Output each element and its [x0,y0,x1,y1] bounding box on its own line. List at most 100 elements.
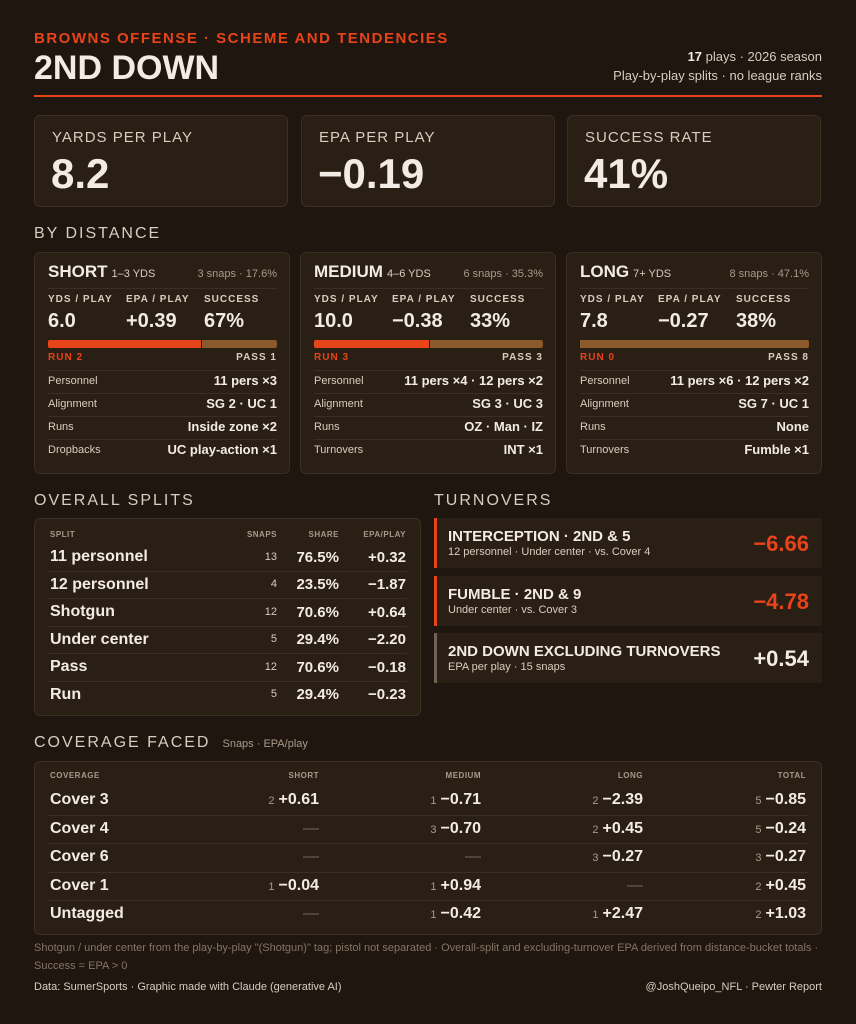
footer-right: @JoshQueipo_NFL · Pewter Report [645,980,822,993]
stat-label: YDS / PLAY [48,294,113,305]
cell-epa: −0.24 [765,819,806,837]
separator [48,570,407,572]
coverage-heading: COVERAGE FACED Snaps · EPA/play [34,732,308,755]
pass-bar [580,340,809,348]
cell-empty: — [627,876,643,894]
run-label: RUN 2 [48,352,84,363]
plays-count: 17 [687,49,703,64]
run-label: RUN 3 [314,352,350,363]
turnover-value: −6.66 [753,530,809,556]
coverage-cell: 2 +0.45 [306,875,806,898]
coverage-cell: 2 +0.45 [143,818,643,841]
kpi-card [567,115,821,207]
bucket-heading: SHORT 1–3 YDS [48,260,155,286]
coverage-name: Cover 6 [50,848,109,865]
split-epa: −0.18 [368,658,406,676]
cell-empty: — [465,848,481,865]
separator [580,393,809,394]
cell-snaps: 3 [430,823,437,836]
cell-epa: −0.04 [278,876,319,894]
separator [48,900,808,901]
row-value: SG 3 · UC 3 [472,396,543,411]
cell-snaps: 3 [755,852,762,864]
kpi-label: SUCCESS RATE [585,128,713,146]
separator [580,416,809,417]
stat-value: 67% [204,310,245,332]
kpi-card [301,115,555,207]
cell-snaps: 1 [430,795,437,807]
split-snaps: 12 [264,605,277,618]
column-header: SHARE [308,529,339,539]
split-name: 12 personnel [50,575,149,593]
coverage-cell: — [0,903,319,925]
row-value: 11 pers ×4 · 12 pers ×2 [404,373,543,388]
split-name: 11 personnel [50,548,148,565]
kpi-card [34,115,288,207]
coverage-cell: 2 −2.39 [143,789,643,812]
distance-card [300,252,556,474]
bucket-range: 4–6 YDS [386,268,431,280]
stat-label: SUCCESS [204,294,260,305]
cell-epa: −2.39 [602,791,643,808]
stat-value: 6.0 [48,310,76,332]
cell-empty: — [303,819,319,837]
split-share: 29.4% [296,631,339,648]
stat-label: SUCCESS [470,294,526,305]
cell-snaps: 1 [592,909,599,921]
pass-label: PASS 8 [768,352,809,363]
coverage-cell: 2 +1.03 [306,903,806,926]
coverage-cell: 3 −0.27 [143,846,643,869]
distance-card [566,252,822,474]
kpi-label: YARDS PER PLAY [52,128,193,146]
cell-epa: +0.61 [278,791,319,808]
cell-epa: +0.94 [440,876,481,894]
row-label: Personnel [48,374,98,387]
separator [48,814,808,816]
cell-snaps: 1 [430,909,437,921]
separator [580,370,809,371]
column-header: TOTAL [777,770,806,780]
section-title: TURNOVERS [434,492,553,509]
cell-snaps: 2 [592,823,599,836]
bucket-snaps: 6 snaps · 35.3% [463,267,544,280]
coverage-cell: 5 −0.24 [306,818,806,841]
row-label: Dropbacks [48,443,101,456]
coverage-cell: — [0,846,319,868]
split-epa: −2.20 [368,631,406,648]
bucket-heading: MEDIUM 4–6 YDS [314,260,431,286]
column-header: EPA/PLAY [363,529,406,539]
split-name: Under center [50,630,149,648]
stat-label: EPA / PLAY [126,294,190,305]
stat-value: 7.8 [580,310,608,332]
pass-label: PASS 3 [502,352,543,363]
coverage-cell: 1 −0.71 [0,789,481,812]
coverage-cell: 2 +0.61 [0,789,319,812]
row-label: Runs [580,420,606,433]
turnover-card [434,576,822,626]
separator [314,416,543,417]
bucket-name: LONG [580,262,630,281]
column-header: SNAPS [246,529,277,539]
stat-value: +0.39 [126,310,177,332]
splits-card [34,518,421,716]
stat-label: YDS / PLAY [580,294,645,305]
run-bar [314,340,429,348]
stat-value: 33% [470,310,511,332]
turnover-sub: Under center · vs. Cover 3 [448,603,577,616]
turnover-sub: 12 personnel · Under center · vs. Cover … [448,545,651,558]
row-value: 11 pers ×3 [213,373,277,388]
row-label: Turnovers [580,443,630,456]
stat-value: 38% [736,310,777,332]
kpi-label: EPA PER PLAY [319,128,436,146]
row-value: SG 2 · UC 1 [206,396,277,411]
cell-snaps: 2 [268,795,275,807]
cell-epa: −0.27 [602,848,643,865]
separator [48,288,277,289]
coverage-cell: 1 −0.04 [0,875,319,898]
split-name: Run [50,685,82,703]
separator [580,288,809,289]
cell-snaps: 1 [430,880,437,893]
coverage-name: Cover 1 [50,876,109,894]
split-snaps: 13 [264,550,277,563]
separator [48,370,277,371]
